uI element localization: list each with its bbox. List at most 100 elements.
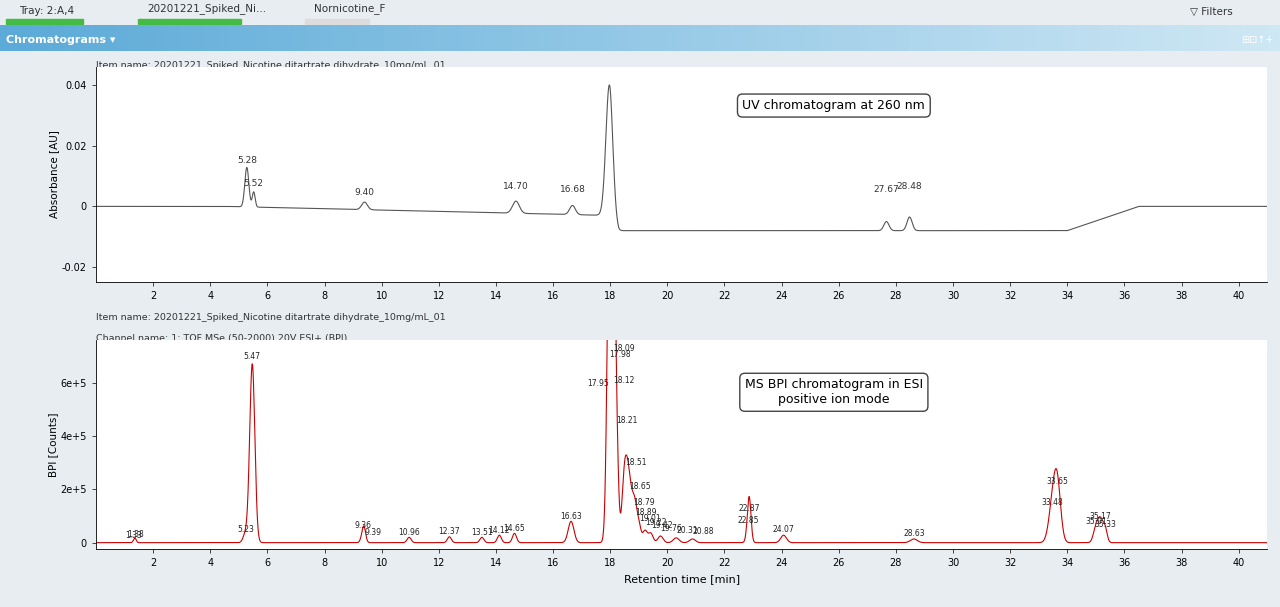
Bar	[1165, 25, 1178, 51]
Bar	[730, 25, 742, 51]
Bar	[179, 25, 192, 51]
Bar	[1024, 25, 1037, 51]
Bar	[192, 25, 205, 51]
Text: 5.28: 5.28	[237, 157, 257, 166]
Bar	[538, 25, 550, 51]
Text: Item name: 20201221_Spiked_Nicotine ditartrate dihydrate_10mg/mL_01: Item name: 20201221_Spiked_Nicotine dita…	[96, 313, 445, 322]
Text: 14.65: 14.65	[503, 524, 525, 533]
Text: 22.85: 22.85	[739, 515, 759, 524]
Bar	[755, 25, 768, 51]
Bar	[832, 25, 845, 51]
Text: 24.07: 24.07	[773, 526, 795, 534]
Text: 28.48: 28.48	[897, 182, 923, 191]
Text: 35.01: 35.01	[1085, 517, 1107, 526]
Bar	[141, 25, 154, 51]
Bar	[333, 25, 346, 51]
Text: 19.01: 19.01	[639, 515, 660, 523]
Text: 20.88: 20.88	[692, 527, 714, 536]
Bar	[1178, 25, 1190, 51]
Bar	[346, 25, 358, 51]
Text: 12.37: 12.37	[439, 527, 461, 536]
Bar	[128, 25, 141, 51]
Bar	[781, 25, 794, 51]
Bar	[947, 25, 960, 51]
Bar	[806, 25, 819, 51]
Bar	[1114, 25, 1126, 51]
Bar	[1088, 25, 1101, 51]
Bar	[666, 25, 678, 51]
Text: 20201221_Spiked_Ni...: 20201221_Spiked_Ni...	[147, 4, 266, 15]
Bar	[474, 25, 486, 51]
Text: 35.33: 35.33	[1094, 520, 1116, 529]
Text: MS BPI chromatogram in ESI
positive ion mode: MS BPI chromatogram in ESI positive ion …	[745, 378, 923, 406]
Bar	[550, 25, 563, 51]
Text: 13.51: 13.51	[471, 528, 493, 537]
Bar	[371, 25, 384, 51]
Text: 5.47: 5.47	[243, 352, 261, 361]
Bar	[90, 25, 102, 51]
Bar	[138, 19, 241, 24]
Text: 18.65: 18.65	[628, 483, 650, 492]
Text: 14.12: 14.12	[489, 526, 511, 535]
Bar	[461, 25, 474, 51]
Bar	[320, 25, 333, 51]
Bar	[678, 25, 691, 51]
Bar	[486, 25, 499, 51]
Bar	[499, 25, 512, 51]
Bar	[1152, 25, 1165, 51]
Bar	[640, 25, 653, 51]
Bar	[230, 25, 243, 51]
Text: Nornicotine_F: Nornicotine_F	[314, 4, 385, 15]
Bar	[883, 25, 896, 51]
Bar	[1101, 25, 1114, 51]
Bar	[691, 25, 704, 51]
Bar	[384, 25, 397, 51]
Text: 35.17: 35.17	[1089, 512, 1111, 521]
Text: Item name: 20201221_Spiked_Nicotine ditartrate dihydrate_10mg/mL_01: Item name: 20201221_Spiked_Nicotine dita…	[96, 61, 445, 70]
Bar	[614, 25, 627, 51]
Text: 17.98: 17.98	[609, 350, 631, 359]
Text: 20.31: 20.31	[676, 526, 698, 535]
Bar	[1050, 25, 1062, 51]
Bar	[909, 25, 922, 51]
Bar	[1062, 25, 1075, 51]
Bar	[6, 19, 83, 24]
Bar	[922, 25, 934, 51]
Text: 9.39: 9.39	[365, 528, 381, 537]
Text: 22.87: 22.87	[739, 504, 760, 512]
Bar	[1267, 25, 1280, 51]
Bar	[115, 25, 128, 51]
Bar	[282, 25, 294, 51]
Text: 17.95: 17.95	[588, 379, 609, 388]
Bar	[794, 25, 806, 51]
Bar	[166, 25, 179, 51]
Y-axis label: BPI [Counts]: BPI [Counts]	[47, 412, 58, 477]
Text: 19.22: 19.22	[645, 518, 667, 527]
Bar	[1229, 25, 1242, 51]
Bar	[422, 25, 435, 51]
Bar	[986, 25, 998, 51]
Text: 19.76: 19.76	[660, 524, 682, 533]
Bar	[218, 25, 230, 51]
Bar	[294, 25, 307, 51]
Text: 27.67: 27.67	[873, 185, 900, 194]
Text: 18.21: 18.21	[616, 416, 637, 425]
Bar	[845, 25, 858, 51]
Bar	[768, 25, 781, 51]
Bar	[205, 25, 218, 51]
Bar	[1011, 25, 1024, 51]
Bar	[960, 25, 973, 51]
Text: 5.23: 5.23	[237, 524, 253, 534]
Bar	[51, 25, 64, 51]
Bar	[525, 25, 538, 51]
Bar	[410, 25, 422, 51]
Text: Channel name: 1: TOF MSe (50-2000) 20V ESI+ (BPI): Channel name: 1: TOF MSe (50-2000) 20V E…	[96, 334, 347, 344]
Text: 18.09: 18.09	[613, 344, 635, 353]
Bar	[1190, 25, 1203, 51]
Text: 5.52: 5.52	[243, 179, 264, 188]
Bar	[13, 25, 26, 51]
Text: ▽ Filters: ▽ Filters	[1190, 7, 1233, 16]
Bar	[307, 25, 320, 51]
Text: 9.36: 9.36	[355, 521, 372, 530]
Text: UV chromatogram at 260 nm: UV chromatogram at 260 nm	[742, 99, 925, 112]
